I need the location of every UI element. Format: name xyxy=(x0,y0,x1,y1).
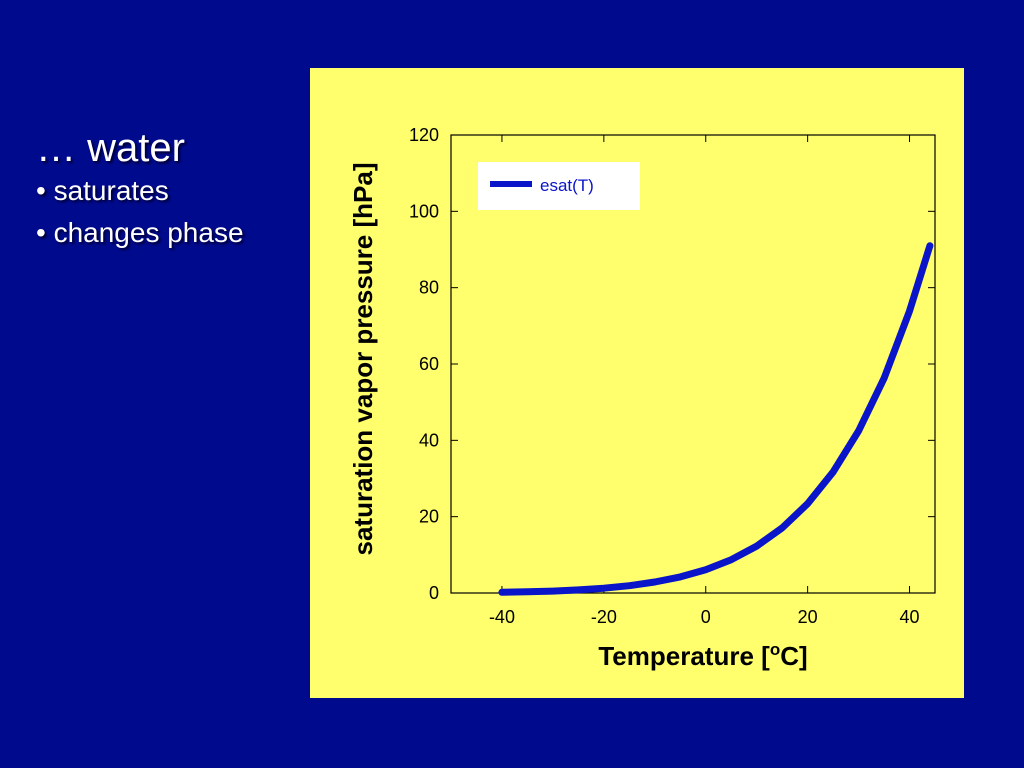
y-tick-label: 60 xyxy=(419,354,439,374)
x-axis-title: Temperature [oC] xyxy=(598,640,807,671)
y-axis-title: saturation vapor pressure [hPa] xyxy=(348,163,378,556)
bullet-saturates: • saturates xyxy=(36,175,169,206)
esat-curve xyxy=(498,242,934,596)
plot-frame xyxy=(450,134,936,594)
bullet-changes-phase: • changes phase xyxy=(36,217,244,248)
x-tick-label: 20 xyxy=(798,607,818,627)
x-axis-title-superscript: o xyxy=(770,640,780,659)
legend: esat(T) xyxy=(478,162,640,210)
y-tick-label: 0 xyxy=(429,583,439,603)
y-axis-ticks: 0 20 40 60 80 100 120 xyxy=(409,125,935,603)
slide-text-block: … water • saturates • changes phase xyxy=(36,126,244,254)
x-tick-label: 40 xyxy=(900,607,920,627)
slide-title: … water xyxy=(36,126,185,170)
x-axis-title-main: Temperature [ xyxy=(598,641,770,671)
chart-panel: 0 20 40 60 80 100 120 -40 -20 0 20 40 esat(T) satu… xyxy=(310,68,964,698)
esat-chart: 0 20 40 60 80 100 120 -40 -20 0 20 40 esat(T) satu… xyxy=(348,125,936,671)
legend-label: esat(T) xyxy=(540,176,594,195)
x-tick-label: -20 xyxy=(591,607,617,627)
y-tick-label: 20 xyxy=(419,507,439,527)
y-tick-label: 100 xyxy=(409,201,439,221)
x-tick-label: -40 xyxy=(489,607,515,627)
x-tick-label: 0 xyxy=(701,607,711,627)
x-axis-ticks: -40 -20 0 20 40 xyxy=(489,135,920,627)
y-tick-label: 40 xyxy=(419,430,439,450)
y-tick-label: 80 xyxy=(419,278,439,298)
x-axis-title-suffix: C] xyxy=(780,641,807,671)
y-tick-label: 120 xyxy=(409,125,439,145)
